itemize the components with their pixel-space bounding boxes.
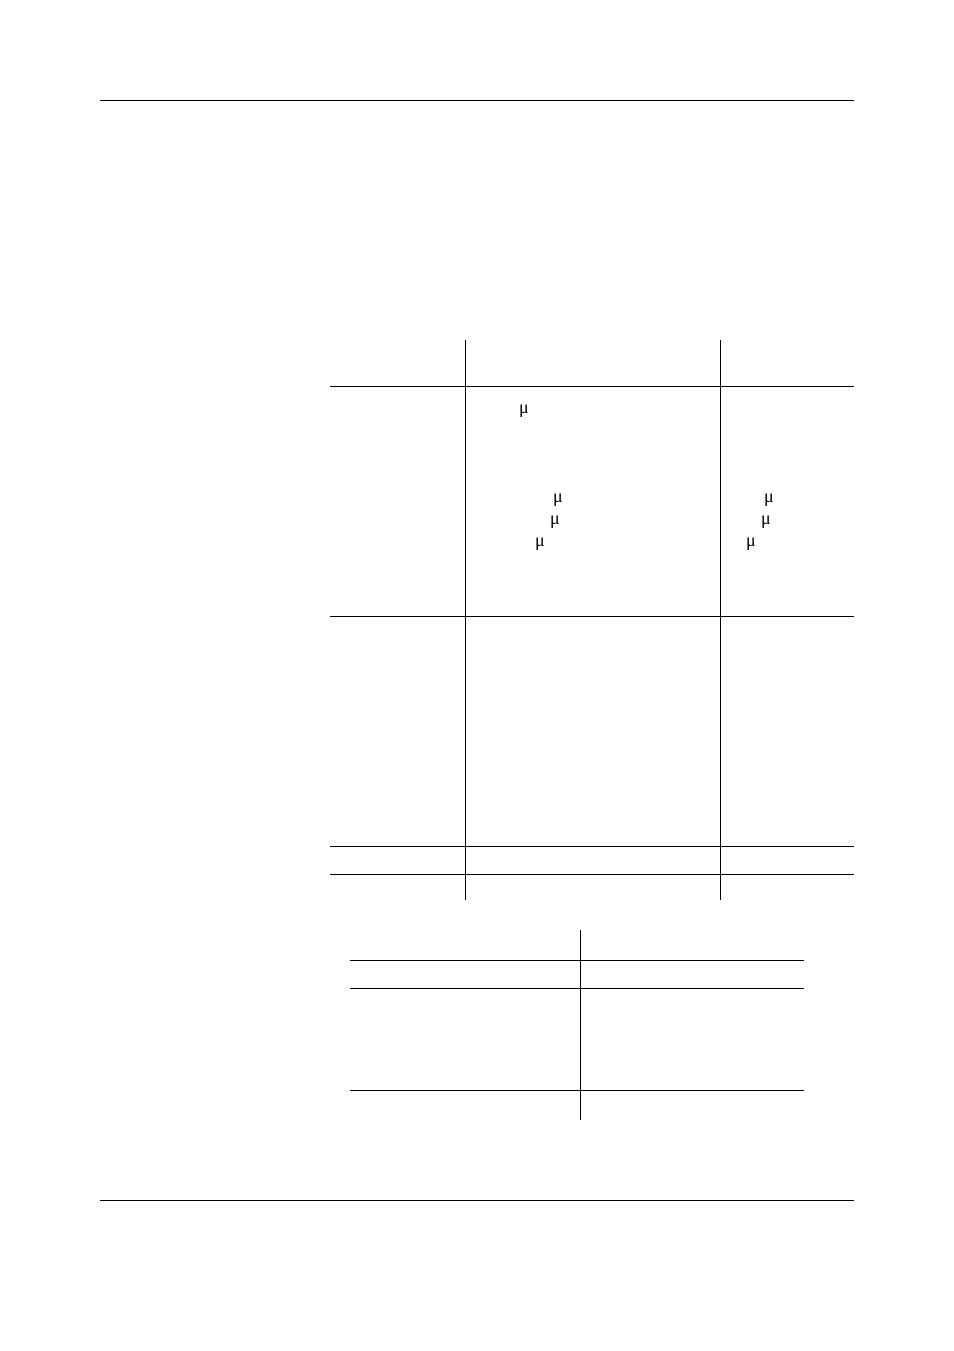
mu-glyph: μ bbox=[550, 508, 560, 529]
mu-glyph: μ bbox=[764, 486, 774, 507]
mu-glyph: μ bbox=[535, 530, 545, 551]
table1-hline-2 bbox=[330, 616, 854, 617]
table1-hline-4 bbox=[330, 874, 854, 875]
mu-glyph: μ bbox=[746, 530, 756, 551]
table2-hline-1 bbox=[350, 960, 804, 961]
table2-hline-3 bbox=[350, 1090, 804, 1091]
table2-vline-1 bbox=[580, 930, 581, 1120]
footer-rule bbox=[100, 1200, 854, 1201]
page-content: μ μ μ μ μ μ μ bbox=[100, 0, 854, 1351]
header-rule bbox=[100, 100, 854, 101]
mu-glyph: μ bbox=[553, 486, 563, 507]
table1-hline-1 bbox=[330, 386, 854, 387]
mu-glyph: μ bbox=[519, 397, 529, 418]
table1-vline-1 bbox=[465, 340, 466, 900]
table1-hline-3 bbox=[330, 846, 854, 847]
mu-glyph: μ bbox=[761, 508, 771, 529]
table1-vline-2 bbox=[720, 340, 721, 900]
table2-hline-2 bbox=[350, 988, 804, 989]
